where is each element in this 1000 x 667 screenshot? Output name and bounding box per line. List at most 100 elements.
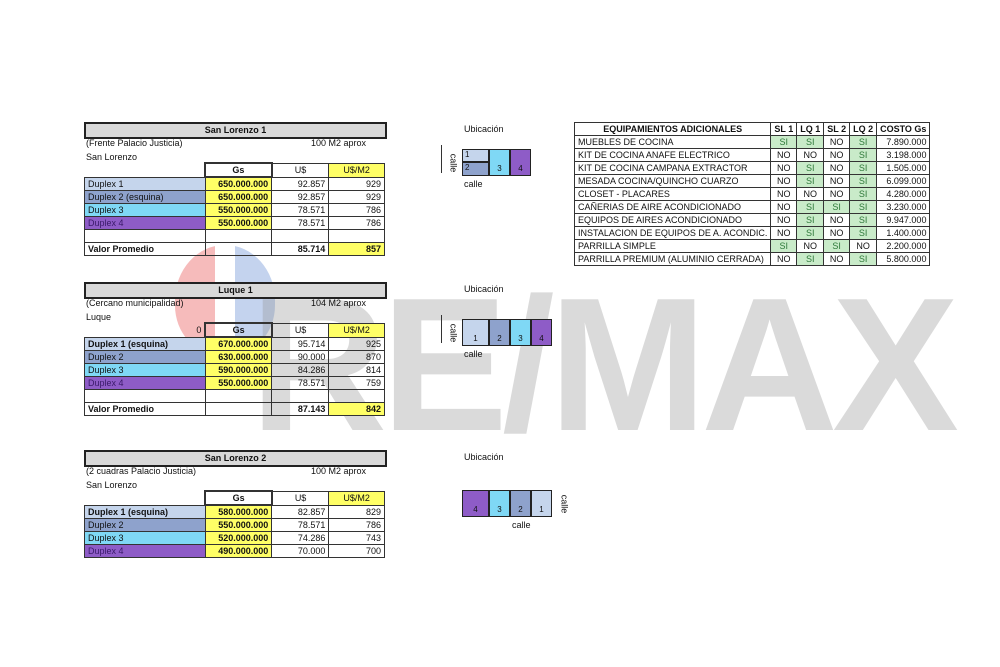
average-usm2: 857 (328, 242, 385, 256)
equipment-cost: 3.230.000 (876, 200, 931, 214)
price-usm2: 743 (328, 531, 385, 545)
header-gs: Gs (204, 322, 273, 338)
availability-cell: NO (823, 174, 851, 188)
equipment-cost: 1.400.000 (876, 226, 931, 240)
equipment-cost: 2.200.000 (876, 239, 931, 253)
availability-cell: SI (849, 200, 878, 214)
availability-cell: SI (849, 135, 878, 149)
availability-cell: NO (823, 252, 851, 266)
price-usm2: 759 (328, 376, 385, 390)
table-row: Duplex 4 550.000.000 78.571 786 (84, 216, 385, 230)
empty-cell (204, 229, 273, 243)
price-table: Gs U$ U$/M2 Duplex 1 650.000.000 92.857 929 Dup… (84, 162, 385, 256)
equipment-header: SL 2 (823, 122, 851, 136)
empty-cell (204, 402, 273, 416)
equipment-cost: 6.099.000 (876, 174, 931, 188)
availability-cell: SI (849, 148, 878, 162)
table-row: Duplex 2 630.000.000 90.000 870 (84, 350, 385, 364)
price-us: 84.286 (271, 363, 330, 377)
header-row: Gs U$ U$/M2 (85, 490, 385, 506)
street-label: calle (512, 520, 531, 530)
corner-cell (85, 163, 206, 177)
price-gs: 630.000.000 (204, 350, 273, 364)
header-gs: Gs (204, 490, 273, 506)
availability-cell: SI (849, 187, 878, 201)
price-usm2: 870 (328, 350, 385, 364)
availability-cell: NO (823, 135, 851, 149)
equipment-name: PARRILLA SIMPLE (573, 239, 772, 253)
table-row: Duplex 3 520.000.000 74.286 743 (84, 531, 385, 545)
equipment-header: EQUIPAMIENTOS ADICIONALES (573, 122, 772, 136)
duplex-label: Duplex 2 (84, 350, 206, 364)
availability-cell: NO (796, 187, 825, 201)
equipment-table: EQUIPAMIENTOS ADICIONALES SL 1 LQ 1 SL 2 LQ … (573, 122, 931, 266)
duplex-label: Duplex 1 (esquina) (84, 504, 206, 519)
availability-cell: NO (823, 213, 851, 227)
availability-cell: SI (796, 213, 825, 227)
equipment-row: MUEBLES DE COCINA SI SI NO SI 7.890.000 (573, 135, 931, 149)
availability-cell: NO (770, 226, 798, 240)
block-title: Luque 1 (84, 282, 387, 299)
price-us: 78.571 (271, 216, 330, 230)
header-usm2: U$/M2 (328, 162, 385, 178)
price-gs: 580.000.000 (204, 504, 273, 519)
price-gs: 520.000.000 (204, 531, 273, 545)
equipment-cost: 4.280.000 (876, 187, 931, 201)
empty-cell (271, 389, 330, 403)
availability-cell: NO (770, 148, 798, 162)
duplex-label: Duplex 4 (84, 544, 206, 558)
availability-cell: NO (823, 161, 851, 175)
price-us: 78.571 (271, 376, 330, 390)
availability-cell: SI (796, 252, 825, 266)
price-gs: 550.000.000 (204, 376, 273, 390)
equipment-header: LQ 2 (849, 122, 878, 136)
price-usm2: 814 (328, 363, 385, 377)
equipment-row: KIT DE COCINA CAMPANA EXTRACTOR NO SI NO SI 1… (573, 161, 931, 175)
equipment-row: KIT DE COCINA ANAFE ELECTRICO NO NO NO SI 3.1… (573, 148, 931, 162)
price-us: 95.714 (271, 336, 330, 351)
lot-3: 3 (489, 149, 510, 176)
equipment-header: LQ 1 (796, 122, 825, 136)
price-usm2: 829 (328, 504, 385, 519)
equipment-header: COSTO Gs (876, 122, 931, 136)
header-usm2: U$/M2 (328, 322, 385, 338)
empty-cell (328, 229, 385, 243)
block-title: San Lorenzo 1 (84, 122, 387, 139)
street-line (441, 315, 442, 343)
street-label-vertical: calle (559, 494, 570, 514)
corner-cell: 0 (196, 324, 202, 335)
availability-cell: SI (796, 200, 825, 214)
duplex-label: Duplex 3 (84, 363, 206, 377)
average-row: Valor Promedio 87.143 842 (84, 402, 385, 416)
table-row: Duplex 3 590.000.000 84.286 814 (84, 363, 385, 377)
header-gs: Gs (204, 162, 273, 178)
lot-3: 3 (510, 319, 531, 346)
availability-cell: NO (770, 200, 798, 214)
availability-cell: SI (823, 200, 851, 214)
equipment-name: INSTALACION DE EQUIPOS DE A. ACONDIC. (573, 226, 772, 240)
location-label: Ubicación (464, 284, 504, 294)
lot-2: 2 (462, 162, 489, 176)
price-gs: 590.000.000 (204, 363, 273, 377)
table-row: Duplex 2 550.000.000 78.571 786 (84, 518, 385, 532)
average-us: 85.714 (271, 242, 330, 256)
price-table: Gs U$ U$/M2 Duplex 1 (esquina) 580.000.000 82… (84, 490, 385, 558)
availability-cell: SI (770, 239, 798, 253)
equipment-name: CLOSET - PLACARES (573, 187, 772, 201)
price-gs: 550.000.000 (204, 518, 273, 532)
average-row: Valor Promedio 85.714 857 (84, 242, 385, 256)
duplex-label: Duplex 2 (84, 518, 206, 532)
availability-cell: NO (823, 148, 851, 162)
price-gs: 550.000.000 (204, 216, 273, 230)
equipment-cost: 5.800.000 (876, 252, 931, 266)
equipment-row: PARRILLA PREMIUM (ALUMINIO CERRADA) NO SI N… (573, 252, 931, 266)
price-table: 0 Gs U$ U$/M2 Duplex 1 (esquina) 670.000.000 9… (84, 322, 385, 416)
equipment-cost: 3.198.000 (876, 148, 931, 162)
location-label: Ubicación (464, 452, 504, 462)
availability-cell: SI (796, 135, 825, 149)
block-area: 104 M2 aprox (311, 298, 367, 308)
corner-cell (85, 491, 206, 505)
equipment-name: KIT DE COCINA ANAFE ELECTRICO (573, 148, 772, 162)
availability-cell: SI (849, 174, 878, 188)
block-title: San Lorenzo 2 (84, 450, 387, 467)
